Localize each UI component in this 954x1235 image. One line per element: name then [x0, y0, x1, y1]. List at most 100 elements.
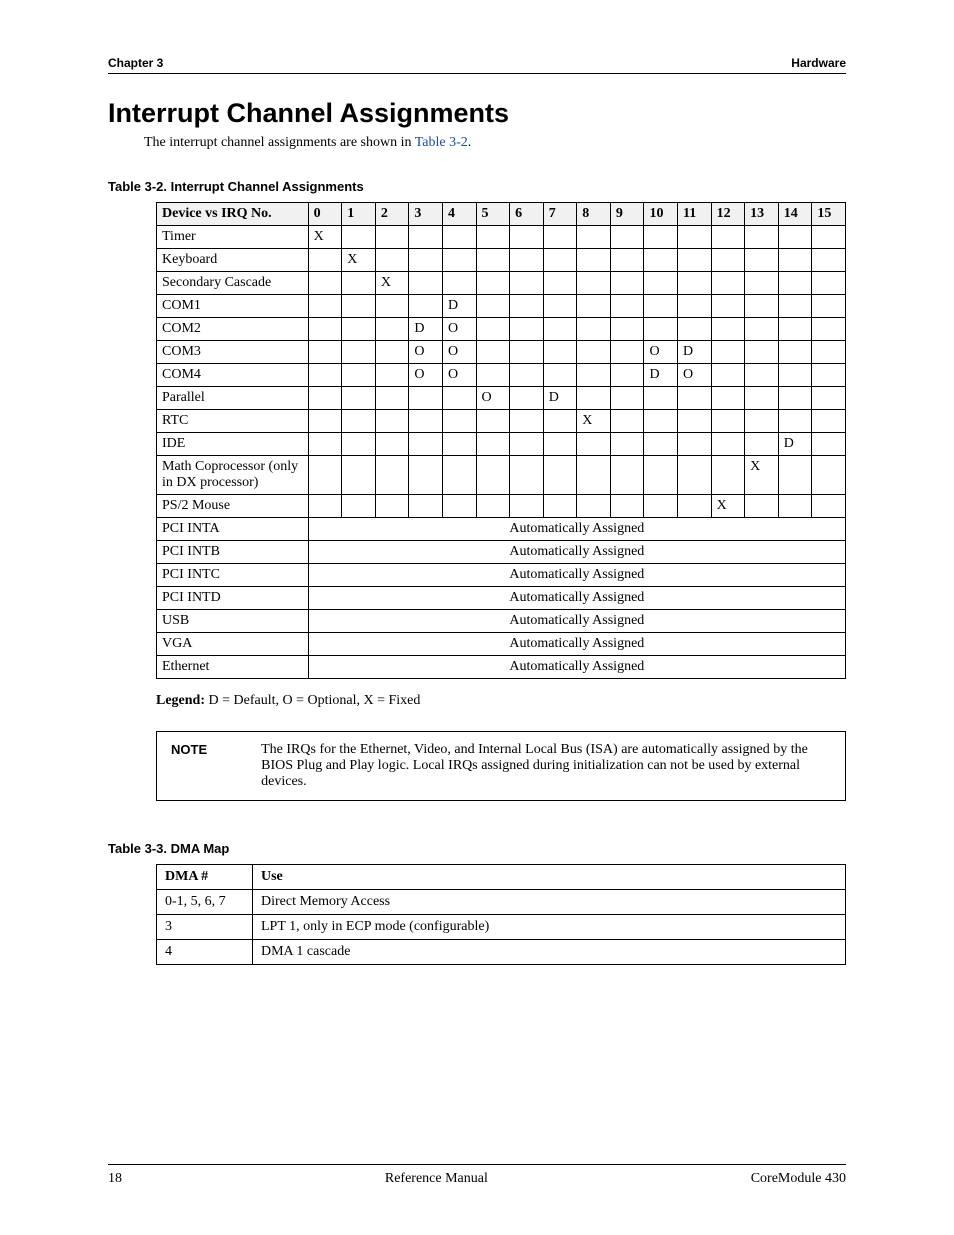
table-row: 4DMA 1 cascade: [157, 940, 846, 965]
irq-cell: [409, 295, 443, 318]
device-cell: PCI INTD: [157, 587, 309, 610]
irq-cell: [812, 364, 846, 387]
irq-cell: [543, 410, 577, 433]
irq-cell: [610, 249, 644, 272]
irq-cell: [577, 295, 611, 318]
irq-cell: [577, 456, 611, 495]
irq-cell: O: [409, 364, 443, 387]
irq-cell: [711, 226, 745, 249]
irq-col-header-2: 2: [375, 203, 409, 226]
irq-cell: D: [442, 295, 476, 318]
irq-cell: [510, 456, 544, 495]
irq-span-cell: Automatically Assigned: [308, 633, 845, 656]
irq-cell: X: [577, 410, 611, 433]
irq-cell: [577, 387, 611, 410]
irq-cell: [543, 433, 577, 456]
irq-cell: [342, 433, 376, 456]
irq-cell: [476, 495, 510, 518]
irq-cell: [778, 341, 812, 364]
table-row: PCI INTCAutomatically Assigned: [157, 564, 846, 587]
irq-cell: [778, 410, 812, 433]
irq-cell: [375, 433, 409, 456]
irq-cell: [745, 495, 779, 518]
irq-cell: [610, 387, 644, 410]
irq-cell: [678, 387, 712, 410]
irq-cell: [812, 272, 846, 295]
irq-cell: [711, 410, 745, 433]
device-cell: Timer: [157, 226, 309, 249]
irq-cell: [510, 495, 544, 518]
irq-cell: [812, 410, 846, 433]
irq-cell: [678, 456, 712, 495]
irq-span-cell: Automatically Assigned: [308, 587, 845, 610]
irq-cell: [409, 433, 443, 456]
irq-cell: [476, 433, 510, 456]
irq-cell: [409, 387, 443, 410]
device-cell: COM3: [157, 341, 309, 364]
irq-cell: [510, 226, 544, 249]
table-row: VGAAutomatically Assigned: [157, 633, 846, 656]
dma-cell: 0-1, 5, 6, 7: [157, 890, 253, 915]
dma-cell: DMA 1 cascade: [253, 940, 846, 965]
dma-col-header: Use: [253, 865, 846, 890]
table-row: 3LPT 1, only in ECP mode (configurable): [157, 915, 846, 940]
device-cell: Secondary Cascade: [157, 272, 309, 295]
irq-cell: [308, 433, 342, 456]
irq-cell: [610, 410, 644, 433]
irq-cell: [778, 364, 812, 387]
irq-span-cell: Automatically Assigned: [308, 518, 845, 541]
device-cell: COM4: [157, 364, 309, 387]
irq-cell: [476, 364, 510, 387]
irq-span-cell: Automatically Assigned: [308, 656, 845, 679]
irq-cell: [678, 318, 712, 341]
table-row: Secondary CascadeX: [157, 272, 846, 295]
irq-cell: [678, 410, 712, 433]
irq-cell: [375, 456, 409, 495]
note-box: NOTE The IRQs for the Ethernet, Video, a…: [156, 731, 846, 801]
irq-cell: [644, 410, 678, 433]
irq-cell: [577, 272, 611, 295]
irq-cell: [711, 387, 745, 410]
page-title: Interrupt Channel Assignments: [108, 98, 846, 129]
table-row: PCI INTDAutomatically Assigned: [157, 587, 846, 610]
irq-cell: [778, 249, 812, 272]
irq-cell: [745, 410, 779, 433]
irq-cell: [644, 456, 678, 495]
table-ref-link[interactable]: Table 3-2: [415, 135, 468, 150]
irq-cell: [375, 364, 409, 387]
irq-cell: [543, 318, 577, 341]
device-cell: PCI INTA: [157, 518, 309, 541]
irq-cell: [342, 495, 376, 518]
header-section: Hardware: [791, 56, 846, 70]
irq-cell: [543, 272, 577, 295]
irq-cell: [778, 318, 812, 341]
legend: Legend: D = Default, O = Optional, X = F…: [156, 693, 846, 709]
irq-cell: [476, 410, 510, 433]
table-row: COM3OOOD: [157, 341, 846, 364]
irq-cell: [577, 249, 611, 272]
irq-cell: [610, 364, 644, 387]
irq-cell: [778, 495, 812, 518]
footer-page-number: 18: [108, 1171, 122, 1187]
irq-cell: [375, 341, 409, 364]
irq-cell: [375, 249, 409, 272]
irq-col-header-5: 5: [476, 203, 510, 226]
table-row: PCI INTBAutomatically Assigned: [157, 541, 846, 564]
irq-cell: [745, 433, 779, 456]
irq-cell: [745, 249, 779, 272]
irq-cell: [711, 318, 745, 341]
irq-cell: [342, 341, 376, 364]
irq-col-header-9: 9: [610, 203, 644, 226]
irq-cell: [342, 295, 376, 318]
irq-col-header-14: 14: [778, 203, 812, 226]
note-text: The IRQs for the Ethernet, Video, and In…: [261, 742, 829, 790]
irq-cell: [644, 387, 678, 410]
irq-cell: [543, 249, 577, 272]
irq-cell: [342, 226, 376, 249]
table-row: USBAutomatically Assigned: [157, 610, 846, 633]
irq-col-header-4: 4: [442, 203, 476, 226]
irq-cell: [678, 226, 712, 249]
irq-cell: [375, 295, 409, 318]
irq-cell: [510, 433, 544, 456]
intro-paragraph: The interrupt channel assignments are sh…: [144, 135, 846, 151]
